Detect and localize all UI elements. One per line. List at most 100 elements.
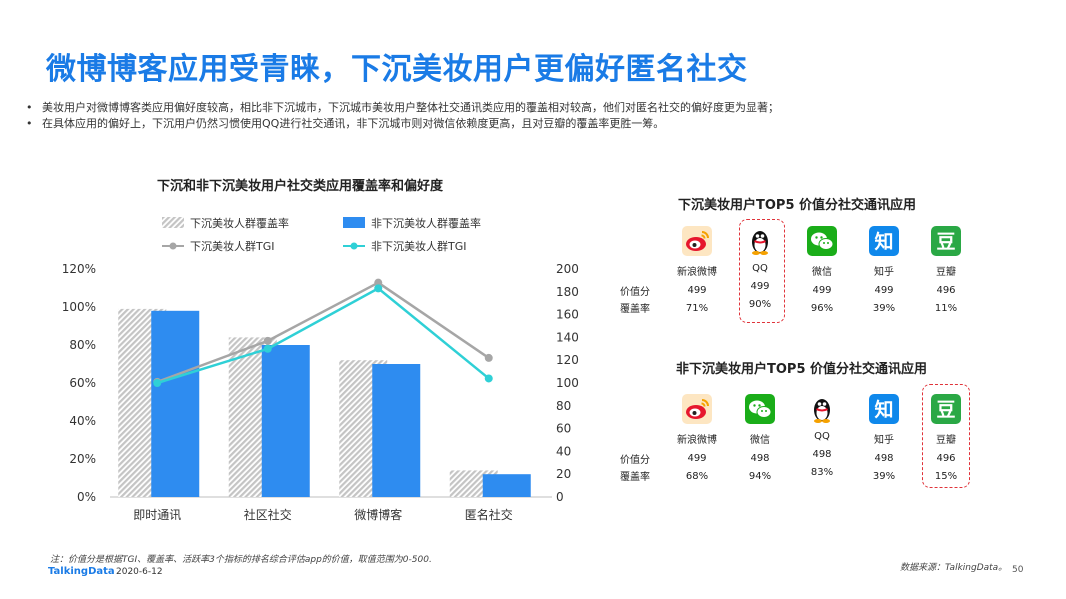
app-coverage: 71% bbox=[685, 303, 709, 314]
app-coverage: 39% bbox=[872, 303, 896, 314]
zhihu-icon: 知 bbox=[869, 394, 899, 424]
app-name: 新浪微博 bbox=[677, 435, 717, 446]
app-name: 豆瓣 bbox=[936, 267, 956, 278]
footnote: 注：价值分是根据TGI、覆盖率、活跃率3个指标的排名综合评估app的价值，取值范… bbox=[50, 555, 432, 565]
right-axis-tick: 200 bbox=[556, 262, 579, 276]
app-name: 微信 bbox=[812, 267, 832, 278]
right-axis-tick: 180 bbox=[556, 285, 579, 299]
left-axis-tick: 40% bbox=[69, 414, 96, 428]
app-card-zhihu: 知知乎 498 39% bbox=[853, 394, 915, 482]
tgi-point bbox=[484, 374, 493, 383]
app-coverage: 83% bbox=[810, 467, 834, 478]
legend-label: 下沉美妆人群覆盖率 bbox=[190, 216, 289, 230]
bar-nonsinking bbox=[482, 474, 531, 497]
app-name: 新浪微博 bbox=[677, 267, 717, 278]
app-coverage: 96% bbox=[810, 303, 834, 314]
app-value-score: 499 bbox=[812, 285, 832, 296]
bar-nonsinking bbox=[261, 345, 310, 497]
tgi-line-sinking bbox=[156, 281, 490, 384]
tgi-point bbox=[484, 353, 493, 362]
bullet-item: • 在具体应用的偏好上，下沉用户仍然习惯使用QQ进行社交通讯，非下沉城市则对微信依… bbox=[26, 117, 665, 130]
app-value-score: 499 bbox=[687, 285, 707, 296]
tgi-line-nonsinking bbox=[156, 286, 490, 385]
report-date: 2020-6-12 bbox=[116, 567, 163, 577]
right-axis-tick: 60 bbox=[556, 422, 571, 436]
app-card-weibo: 新浪微博 499 71% bbox=[666, 226, 728, 314]
app-value-score: 498 bbox=[874, 453, 894, 464]
x-axis-tick: 匿名社交 bbox=[465, 507, 513, 522]
tgi-point bbox=[263, 344, 272, 353]
tgi-point bbox=[153, 379, 162, 387]
zhihu-icon: 知 bbox=[869, 226, 899, 256]
app-card-douban: 豆豆瓣 496 15% bbox=[915, 394, 977, 482]
app-value-score: 498 bbox=[812, 449, 832, 460]
tgi-point bbox=[263, 336, 272, 345]
panel2-title: 非下沉美妆用户TOP5 价值分社交通讯应用 bbox=[676, 362, 928, 377]
app-name: 微信 bbox=[750, 435, 770, 446]
legend-swatch bbox=[343, 217, 365, 228]
panel1-coverage-label: 覆盖率 bbox=[620, 304, 650, 315]
right-axis-tick: 40 bbox=[556, 444, 571, 458]
app-value-score: 499 bbox=[687, 453, 707, 464]
app-coverage: 39% bbox=[872, 471, 896, 482]
left-axis-tick: 80% bbox=[69, 338, 96, 352]
wechat-icon bbox=[807, 226, 837, 256]
app-coverage: 15% bbox=[934, 471, 958, 482]
douban-icon: 豆 bbox=[931, 226, 961, 256]
panel2-value-label: 价值分 bbox=[620, 455, 650, 466]
panel2-coverage-label: 覆盖率 bbox=[620, 472, 650, 483]
weibo-icon bbox=[682, 394, 712, 424]
right-axis-tick: 0 bbox=[556, 490, 564, 504]
left-axis-tick: 120% bbox=[62, 262, 96, 276]
left-axis-tick: 100% bbox=[62, 300, 96, 314]
panel2-douban-highlight bbox=[922, 384, 970, 488]
app-card-wechat: 微信 498 94% bbox=[729, 394, 791, 482]
qq-icon bbox=[745, 226, 775, 256]
app-coverage: 90% bbox=[748, 299, 772, 310]
right-axis-tick: 140 bbox=[556, 330, 579, 344]
right-axis-tick: 100 bbox=[556, 376, 579, 390]
x-axis-tick: 微博博客 bbox=[354, 507, 402, 522]
chart-title: 下沉和非下沉美妆用户社交类应用覆盖率和偏好度 bbox=[157, 178, 444, 194]
app-card-wechat: 微信 499 96% bbox=[791, 226, 853, 314]
weibo-icon bbox=[682, 226, 712, 256]
panel1-title: 下沉美妆用户TOP5 价值分社交通讯应用 bbox=[678, 198, 917, 213]
app-name: 豆瓣 bbox=[936, 435, 956, 446]
panel1-qq-highlight bbox=[739, 219, 785, 323]
talkingdata-logo: TalkingData bbox=[48, 566, 115, 577]
app-value-score: 496 bbox=[936, 285, 956, 296]
panel1-value-label: 价值分 bbox=[620, 287, 650, 298]
bar-nonsinking bbox=[372, 364, 421, 497]
right-axis-tick: 120 bbox=[556, 353, 579, 367]
app-card-douban: 豆豆瓣 496 11% bbox=[915, 226, 977, 314]
svg-text:豆: 豆 bbox=[936, 399, 955, 421]
app-coverage: 94% bbox=[748, 471, 772, 482]
legend-label: 非下沉美妆人群TGI bbox=[371, 239, 467, 253]
app-value-score: 499 bbox=[874, 285, 894, 296]
app-name: QQ bbox=[814, 431, 830, 442]
left-axis-tick: 20% bbox=[69, 452, 96, 466]
left-axis-tick: 0% bbox=[77, 490, 96, 504]
right-axis-tick: 80 bbox=[556, 399, 571, 413]
app-name: QQ bbox=[752, 263, 768, 274]
app-coverage: 68% bbox=[685, 471, 709, 482]
bullet-item: • 美妆用户对微博博客类应用偏好度较高，相比非下沉城市，下沉城市美妆用户整体社交通… bbox=[26, 101, 779, 114]
legend-marker bbox=[169, 242, 177, 250]
left-axis-tick: 60% bbox=[69, 376, 96, 390]
x-axis-tick: 社区社交 bbox=[244, 507, 292, 522]
app-name: 知乎 bbox=[874, 435, 894, 446]
qq-icon bbox=[807, 394, 837, 424]
page-number: 50 bbox=[1012, 565, 1024, 575]
svg-text:知: 知 bbox=[874, 230, 893, 253]
right-axis-tick: 20 bbox=[556, 467, 571, 481]
svg-text:知: 知 bbox=[874, 398, 893, 421]
app-value-score: 498 bbox=[750, 453, 770, 464]
app-card-zhihu: 知知乎 499 39% bbox=[853, 226, 915, 314]
legend-label: 下沉美妆人群TGI bbox=[190, 239, 275, 253]
legend-marker bbox=[350, 242, 358, 250]
svg-text:豆: 豆 bbox=[936, 231, 955, 253]
app-name: 知乎 bbox=[874, 267, 894, 278]
x-axis-tick: 即时通讯 bbox=[133, 508, 181, 522]
tgi-point bbox=[374, 278, 383, 287]
